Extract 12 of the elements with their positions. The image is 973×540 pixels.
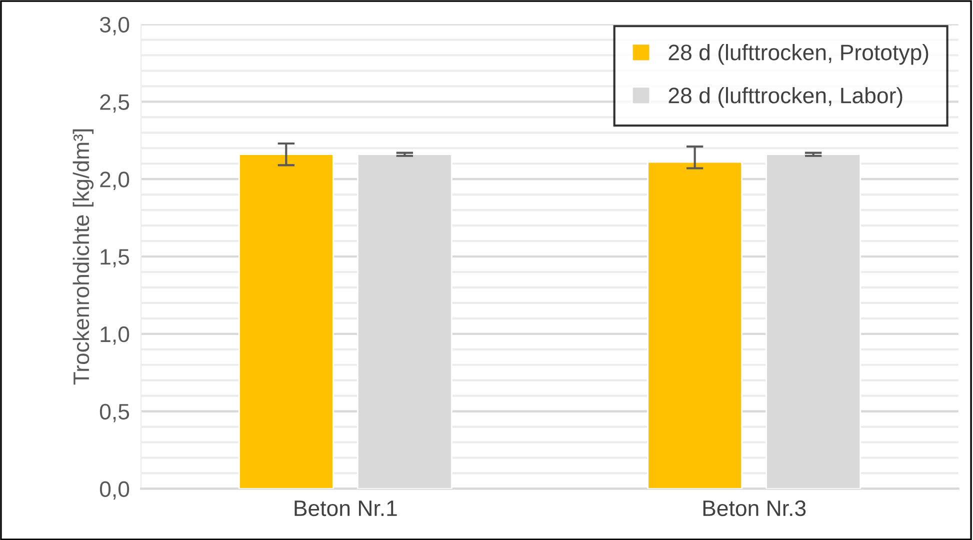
y-tick-label: 3,0 [100, 16, 130, 36]
y-axis-title: Trockenrohdichte [kg/dm³] [72, 129, 94, 385]
y-tick-label: 2,5 [100, 94, 130, 113]
y-tick-label: 1,0 [100, 326, 130, 345]
x-tick-label: Beton Nr.3 [703, 500, 806, 516]
y-tick-label: 1,5 [100, 249, 130, 268]
legend-label: 28 d (lufttrocken, Labor) [668, 87, 902, 108]
y-tick-label: 0,5 [100, 404, 130, 422]
y-tick-label: 0,0 [100, 481, 130, 500]
legend-label: 28 d (lufttrocken, Prototyp) [668, 44, 928, 65]
y-tick-label: 2,0 [100, 172, 130, 190]
x-tick-label: Beton Nr.1 [294, 500, 397, 516]
